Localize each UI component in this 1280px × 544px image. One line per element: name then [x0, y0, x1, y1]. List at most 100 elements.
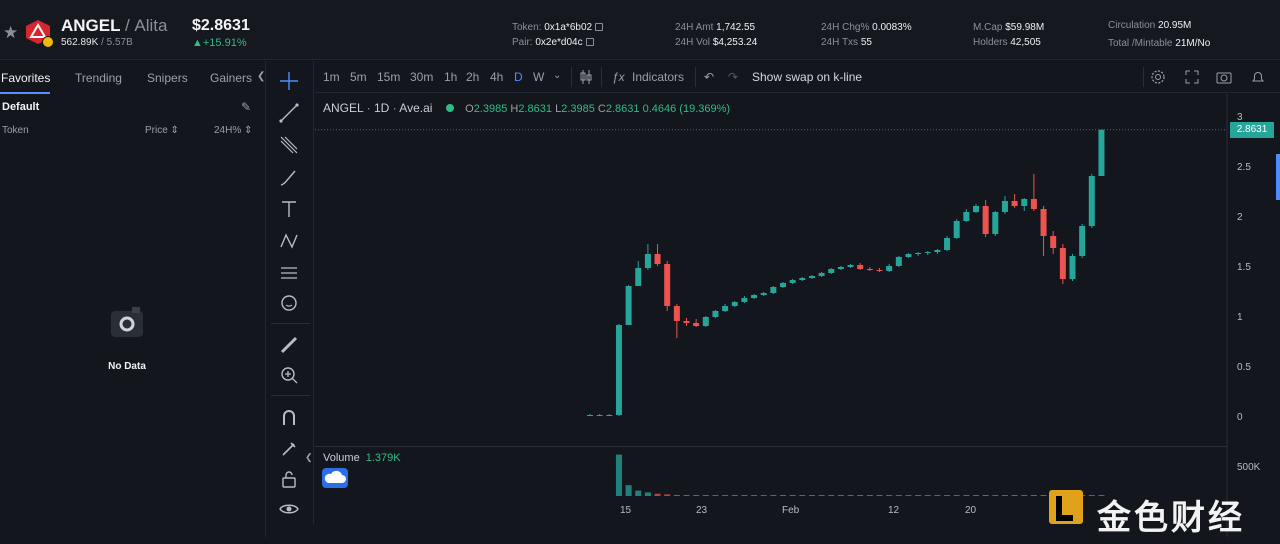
- copy-icon[interactable]: [595, 23, 604, 31]
- drawing-toolbar: [267, 61, 314, 524]
- trendline-tool-icon[interactable]: [277, 101, 301, 125]
- cloud-icon[interactable]: [322, 468, 348, 488]
- candle-body: [587, 415, 593, 416]
- toolbar-divider: [1143, 67, 1144, 87]
- alert-bell-icon[interactable]: [1249, 68, 1267, 86]
- emoji-tool-icon[interactable]: [277, 291, 301, 315]
- volume-bar: [654, 493, 661, 496]
- swap-on-kline-toggle[interactable]: Show swap on k-line: [752, 70, 863, 84]
- text-tool-icon[interactable]: [277, 197, 301, 221]
- volume-bar: [731, 495, 738, 496]
- candle-body: [886, 266, 893, 271]
- interval-1m[interactable]: 1m: [323, 70, 340, 84]
- x-tick-label: 23: [696, 505, 708, 516]
- volume-bar: [693, 495, 700, 496]
- undo-icon[interactable]: ↶: [704, 70, 715, 84]
- volume-bar: [644, 492, 651, 496]
- watermark-logo-icon: [1049, 490, 1083, 524]
- volume-bar: [1098, 495, 1105, 496]
- interval-5m[interactable]: 5m: [350, 70, 367, 84]
- measure-tool-icon[interactable]: [277, 261, 301, 285]
- stat-24h-amt: 24H Amt 1,742.55: [675, 22, 756, 33]
- indicators-button[interactable]: Indicators: [632, 70, 685, 84]
- tab-gainers[interactable]: Gainers: [210, 71, 253, 85]
- volume-bar: [934, 495, 941, 496]
- volume-bar: [808, 495, 815, 496]
- crosshair-tool-icon[interactable]: [277, 69, 301, 93]
- x-tick-label: Feb: [782, 505, 800, 516]
- interval-dropdown-icon[interactable]: ⌄: [553, 70, 562, 81]
- ruler-tool-icon[interactable]: [277, 333, 301, 357]
- favorite-star-icon[interactable]: ★: [3, 23, 19, 42]
- volume-bar: [760, 495, 767, 496]
- interval-d[interactable]: D: [514, 70, 523, 84]
- lock-drawing-icon[interactable]: [277, 437, 301, 461]
- candle-body: [664, 264, 671, 306]
- legend-high: 2.8631: [518, 103, 553, 115]
- interval-w[interactable]: W: [533, 70, 545, 84]
- edit-icon[interactable]: ✎: [241, 100, 252, 114]
- candle-body: [1069, 256, 1076, 279]
- zoom-in-icon[interactable]: [277, 363, 301, 387]
- candle-body: [625, 286, 632, 325]
- interval-30m[interactable]: 30m: [410, 70, 434, 84]
- col-change-sort[interactable]: 24H% ⇕: [214, 125, 253, 136]
- candle-body: [818, 273, 825, 276]
- tab-snipers[interactable]: Snipers: [147, 71, 188, 85]
- last-price-tag: 2.8631: [1230, 122, 1274, 138]
- fib-tool-icon[interactable]: [277, 133, 301, 157]
- candle-body: [1088, 176, 1095, 226]
- settings-gear-icon[interactable]: [1149, 68, 1167, 86]
- toolbar-divider: [571, 67, 572, 87]
- token-address[interactable]: Token: 0x1a*6b02: [512, 22, 604, 33]
- candle-body: [606, 415, 613, 416]
- interval-1h[interactable]: 1h: [444, 70, 458, 84]
- volume-bar: [828, 495, 835, 496]
- volume-bar: [722, 495, 729, 496]
- legend-close: 2.8631: [605, 103, 640, 115]
- collapse-panel-icon[interactable]: ❮: [257, 71, 266, 82]
- brush-tool-icon[interactable]: [277, 165, 301, 189]
- volume-bar: [963, 495, 970, 496]
- volume-bar: [982, 495, 989, 496]
- candle-body: [934, 250, 941, 252]
- chart-type-candle-icon[interactable]: [577, 68, 595, 86]
- interval-15m[interactable]: 15m: [377, 70, 401, 84]
- interval-4h[interactable]: 4h: [490, 70, 504, 84]
- x-tick-label: 12: [888, 505, 900, 516]
- token-name: ANGEL / Alita: [61, 16, 168, 35]
- watchlist-group[interactable]: Default: [2, 101, 40, 113]
- redo-icon[interactable]: ↷: [728, 70, 739, 84]
- price-scale-handle[interactable]: [1276, 154, 1280, 200]
- volume-bar: [635, 490, 642, 496]
- tab-favorites[interactable]: Favorites: [1, 71, 51, 85]
- collapse-volume-icon[interactable]: ❮: [305, 452, 313, 462]
- volume-bar: [818, 495, 825, 496]
- token-price: $2.8631: [192, 17, 250, 34]
- camera-icon[interactable]: [1215, 68, 1233, 86]
- pair-address[interactable]: Pair: 0x2e*d04c: [512, 37, 594, 48]
- tab-trending[interactable]: Trending: [75, 71, 122, 85]
- indicators-fx-icon[interactable]: ƒx: [612, 70, 625, 84]
- candle-body: [1021, 199, 1028, 206]
- candle-body: [944, 238, 951, 250]
- candlestick-chart[interactable]: 32.521.510.50500K1523Feb1220Mar: [315, 94, 1280, 537]
- eye-icon[interactable]: [277, 497, 301, 521]
- interval-2h[interactable]: 2h: [466, 70, 480, 84]
- volume-bar: [905, 495, 912, 496]
- lock-icon[interactable]: [277, 467, 301, 491]
- candle-body: [780, 283, 786, 287]
- volume-bar: [1088, 495, 1095, 496]
- candle-body: [693, 323, 700, 326]
- legend-symbol: ANGEL: [323, 101, 364, 115]
- pattern-tool-icon[interactable]: [277, 229, 301, 253]
- stat-market-cap: M.Cap $59.98M: [973, 22, 1045, 33]
- volume-bar: [857, 495, 864, 496]
- col-price-sort[interactable]: Price ⇕: [145, 125, 179, 136]
- candle-body: [992, 212, 999, 234]
- volume-bar: [992, 495, 999, 496]
- magnet-icon[interactable]: [277, 405, 301, 429]
- col-token: Token: [2, 125, 29, 136]
- copy-icon[interactable]: [585, 38, 594, 46]
- fullscreen-icon[interactable]: [1183, 68, 1201, 86]
